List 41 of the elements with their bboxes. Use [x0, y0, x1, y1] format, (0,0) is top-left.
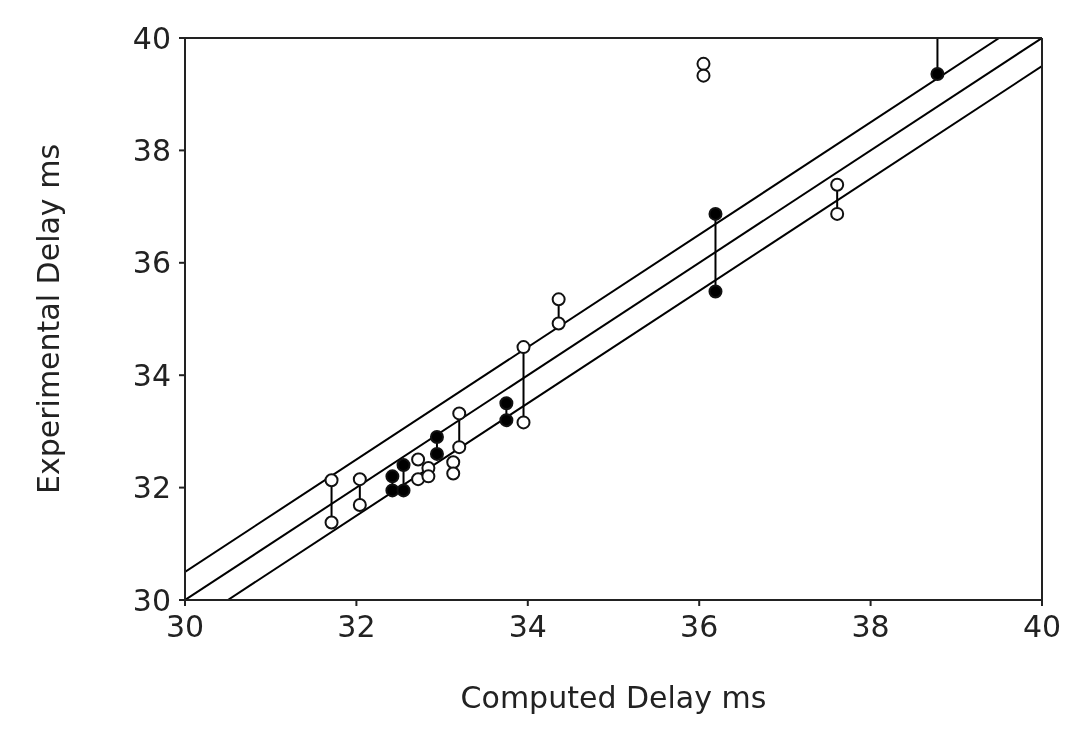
point [421, 469, 436, 484]
point [516, 340, 531, 355]
x-tick-label: 38 [851, 609, 890, 645]
point [429, 446, 444, 461]
x-tick-label: 34 [508, 609, 547, 645]
point [452, 406, 467, 421]
point [516, 415, 531, 430]
point [830, 177, 845, 192]
point [352, 498, 367, 513]
point [324, 515, 339, 530]
point [499, 413, 514, 428]
point [708, 284, 723, 299]
point [411, 452, 426, 467]
y-tick-label: 34 [132, 357, 171, 393]
point [696, 68, 711, 83]
point [385, 469, 400, 484]
point [396, 483, 411, 498]
point [930, 66, 945, 81]
y-tick-label: 38 [132, 133, 171, 169]
point [551, 292, 566, 307]
point [499, 396, 514, 411]
y-tick-label: 32 [132, 470, 171, 506]
x-tick-label: 30 [165, 609, 205, 645]
point [696, 56, 711, 71]
x-tick-label: 36 [680, 609, 719, 645]
point [446, 466, 461, 481]
y-tick-label: 40 [132, 20, 171, 56]
point [708, 206, 723, 221]
point [452, 440, 467, 455]
point [352, 472, 367, 487]
point [324, 473, 339, 488]
point [396, 458, 411, 473]
point [446, 455, 461, 470]
x-axis-title: Computed Delay ms [460, 680, 767, 715]
y-axis-title: Experimental Delay ms [30, 143, 66, 495]
point [429, 430, 444, 445]
point [830, 206, 845, 221]
x-tick-label: 32 [337, 609, 376, 645]
y-tick-label: 36 [132, 245, 171, 281]
point [551, 316, 566, 331]
x-tick-label: 40 [1022, 609, 1062, 645]
